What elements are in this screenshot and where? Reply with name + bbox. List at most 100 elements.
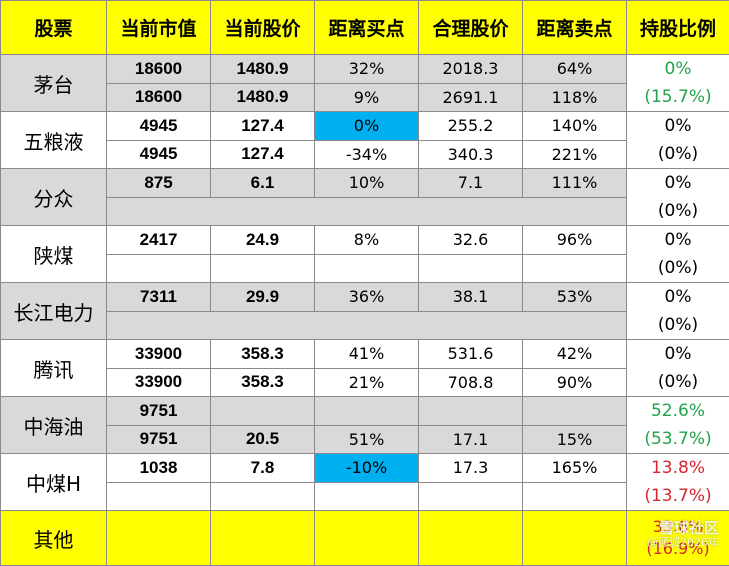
ratio-current: 0% [627, 226, 729, 254]
empty-cell [523, 254, 627, 283]
to-sell-cell: 96% [523, 226, 627, 255]
empty-cell [107, 311, 627, 340]
price-cell: 1480.9 [211, 83, 315, 112]
holding-ratio-cell: 0% (0%) [627, 169, 729, 226]
empty-cell [211, 254, 315, 283]
empty-cell [211, 511, 315, 566]
fair-price-cell: 340.3 [419, 140, 523, 169]
table-row-other: 其他 33.6% (16.9%) [1, 511, 729, 566]
to-buy-cell: 41% [315, 340, 419, 369]
market-cap-cell: 33900 [107, 340, 211, 369]
fair-price-cell: 38.1 [419, 283, 523, 312]
table-row: 分众 875 6.1 10% 7.1 111% 0% (0%) [1, 169, 729, 198]
to-buy-cell: 36% [315, 283, 419, 312]
fair-price-cell: 255.2 [419, 112, 523, 141]
price-cell: 358.3 [211, 368, 315, 397]
price-cell: 29.9 [211, 283, 315, 312]
ratio-current: 33.6% [627, 516, 729, 538]
empty-cell [211, 482, 315, 511]
ratio-current: 52.6% [627, 397, 729, 425]
empty-cell [419, 397, 523, 426]
stock-name: 腾讯 [1, 340, 107, 397]
ratio-previous: (0%) [627, 140, 729, 168]
empty-cell [211, 397, 315, 426]
to-sell-cell: 53% [523, 283, 627, 312]
table-row: 33900 358.3 21% 708.8 90% [1, 368, 729, 397]
empty-cell [315, 482, 419, 511]
ratio-previous: (0%) [627, 254, 729, 282]
market-cap-cell: 2417 [107, 226, 211, 255]
fair-price-cell: 32.6 [419, 226, 523, 255]
to-sell-cell: 140% [523, 112, 627, 141]
to-buy-cell-highlighted: 0% [315, 112, 419, 141]
ratio-current: 0% [627, 340, 729, 368]
ratio-previous: (16.9%) [627, 538, 729, 560]
header-row: 股票 当前市值 当前股价 距离买点 合理股价 距离卖点 持股比例 [1, 1, 729, 55]
to-buy-cell: 10% [315, 169, 419, 198]
stock-name: 茅台 [1, 55, 107, 112]
ratio-previous: (13.7%) [627, 482, 729, 510]
ratio-current: 13.8% [627, 454, 729, 482]
to-buy-cell: -34% [315, 140, 419, 169]
header-to-buy: 距离买点 [315, 1, 419, 55]
empty-cell [315, 254, 419, 283]
empty-cell [523, 511, 627, 566]
price-cell: 127.4 [211, 112, 315, 141]
empty-cell [107, 482, 211, 511]
stock-name: 分众 [1, 169, 107, 226]
holding-ratio-cell: 13.8% (13.7%) [627, 454, 729, 511]
to-sell-cell: 64% [523, 55, 627, 84]
to-buy-cell: 21% [315, 368, 419, 397]
market-cap-cell: 18600 [107, 55, 211, 84]
header-stock: 股票 [1, 1, 107, 55]
header-market-cap: 当前市值 [107, 1, 211, 55]
holding-ratio-cell: 0% (15.7%) [627, 55, 729, 112]
ratio-previous: (15.7%) [627, 83, 729, 111]
holding-ratio-cell: 0% (0%) [627, 283, 729, 340]
market-cap-cell: 18600 [107, 83, 211, 112]
table-row: 五粮液 4945 127.4 0% 255.2 140% 0% (0%) [1, 112, 729, 141]
to-buy-cell: 51% [315, 425, 419, 454]
price-cell: 358.3 [211, 340, 315, 369]
holding-ratio-cell: 0% (0%) [627, 112, 729, 169]
price-cell: 1480.9 [211, 55, 315, 84]
empty-cell [523, 482, 627, 511]
table-row [1, 197, 729, 226]
to-buy-cell: 9% [315, 83, 419, 112]
to-sell-cell: 111% [523, 169, 627, 198]
table-row: 中煤H 1038 7.8 -10% 17.3 165% 13.8% (13.7%… [1, 454, 729, 483]
to-buy-cell: 8% [315, 226, 419, 255]
empty-cell [107, 197, 627, 226]
fair-price-cell: 708.8 [419, 368, 523, 397]
market-cap-cell: 4945 [107, 140, 211, 169]
holding-ratio-cell: 0% (0%) [627, 226, 729, 283]
stock-name: 其他 [1, 511, 107, 566]
table-row [1, 254, 729, 283]
ratio-current: 0% [627, 55, 729, 83]
holding-ratio-cell: 0% (0%) [627, 340, 729, 397]
stock-name: 五粮液 [1, 112, 107, 169]
to-sell-cell: 42% [523, 340, 627, 369]
to-sell-cell: 118% [523, 83, 627, 112]
fair-price-cell: 2018.3 [419, 55, 523, 84]
stock-name: 长江电力 [1, 283, 107, 340]
price-cell: 127.4 [211, 140, 315, 169]
empty-cell [419, 254, 523, 283]
fair-price-cell: 2691.1 [419, 83, 523, 112]
market-cap-cell: 875 [107, 169, 211, 198]
market-cap-cell: 9751 [107, 397, 211, 426]
price-cell: 20.5 [211, 425, 315, 454]
ratio-current: 0% [627, 112, 729, 140]
to-sell-cell: 165% [523, 454, 627, 483]
fair-price-cell: 531.6 [419, 340, 523, 369]
empty-cell [419, 482, 523, 511]
table-row [1, 311, 729, 340]
table-row: 长江电力 7311 29.9 36% 38.1 53% 0% (0%) [1, 283, 729, 312]
table-row: 4945 127.4 -34% 340.3 221% [1, 140, 729, 169]
market-cap-cell: 1038 [107, 454, 211, 483]
header-ratio: 持股比例 [627, 1, 729, 55]
empty-cell [315, 397, 419, 426]
table-row: 18600 1480.9 9% 2691.1 118% [1, 83, 729, 112]
header-to-sell: 距离卖点 [523, 1, 627, 55]
